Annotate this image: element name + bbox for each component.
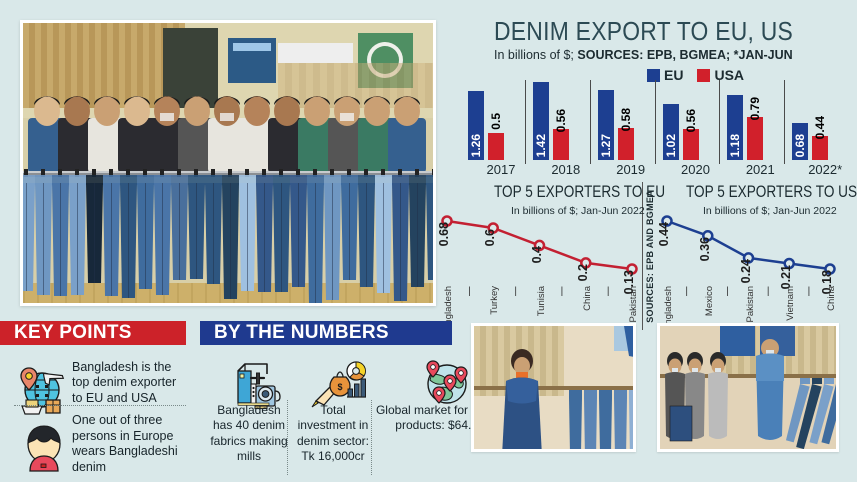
svg-text:$: $ xyxy=(337,382,342,392)
